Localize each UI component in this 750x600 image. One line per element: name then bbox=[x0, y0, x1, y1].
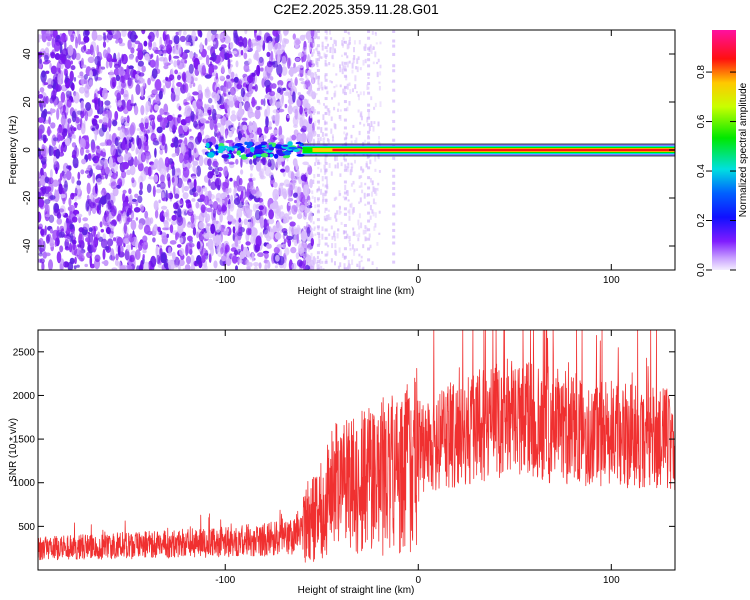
spectrogram-x-tick-label: 0 bbox=[415, 275, 421, 286]
snr-x-tick-label: -100 bbox=[215, 575, 235, 586]
spectrogram-y-ticks: -40 -20 0 20 40 bbox=[22, 48, 675, 253]
colorbar: 0.0 0.2 0.4 0.6 0.8 Normalized spectral ampl… bbox=[696, 30, 749, 277]
snr-y-ticks: 500 1000 1500 2000 2500 bbox=[13, 347, 675, 533]
colorbar-tick-label: 0.6 bbox=[696, 114, 707, 128]
colorbar-label: Normalized spectral amplitude bbox=[738, 82, 749, 217]
figure-title: C2E2.2025.359.11.28.G01 bbox=[273, 1, 439, 17]
snr-x-tick-label: 100 bbox=[603, 575, 620, 586]
snr-panel: -100 0 100 500 1000 1500 2000 2500 Height of s… bbox=[8, 329, 676, 596]
snr-y-tick-label: 1500 bbox=[13, 435, 36, 446]
spectrogram-y-tick-label: -40 bbox=[22, 238, 33, 253]
spectrogram-y-tick-label: 40 bbox=[22, 48, 33, 60]
snr-y-tick-label: 500 bbox=[18, 522, 35, 533]
spectrogram-noise bbox=[38, 30, 396, 270]
spectrogram-x-tick-label: -100 bbox=[215, 275, 235, 286]
spectrogram-y-tick-label: 20 bbox=[22, 96, 33, 108]
colorbar-gradient bbox=[712, 30, 736, 270]
colorbar-tick-label: 0.8 bbox=[696, 65, 707, 79]
snr-x-ticks: -100 0 100 bbox=[215, 330, 620, 586]
snr-x-axis-label: Height of straight line (km) bbox=[298, 585, 415, 596]
spectrogram-x-tick-label: 100 bbox=[603, 275, 620, 286]
spectrogram-x-axis-label: Height of straight line (km) bbox=[298, 286, 415, 297]
snr-y-tick-label: 1000 bbox=[13, 478, 36, 489]
spectrogram-y-tick-label: -20 bbox=[22, 190, 33, 205]
snr-y-axis-label: SNR (10 * v/v) bbox=[8, 418, 19, 482]
colorbar-tick-label: 0.4 bbox=[696, 164, 707, 178]
colorbar-ticks: 0.0 0.2 0.4 0.6 0.8 bbox=[696, 65, 736, 277]
colorbar-tick-label: 0.2 bbox=[696, 213, 707, 227]
spectrogram-y-tick-label: 0 bbox=[22, 147, 33, 153]
snr-x-tick-label: 0 bbox=[415, 575, 421, 586]
snr-y-tick-label: 2000 bbox=[13, 391, 36, 402]
spectrogram-x-ticks: -100 0 100 bbox=[215, 30, 620, 286]
snr-frame bbox=[37, 329, 676, 571]
carrier-band-red bbox=[332, 148, 675, 152]
snr-y-tick-label: 2500 bbox=[13, 347, 36, 358]
spectrogram-carrier bbox=[204, 141, 675, 160]
spectrogram-y-axis-label: Frequency (Hz) bbox=[8, 116, 19, 185]
snr-series-line bbox=[38, 330, 675, 563]
colorbar-tick-label: 0.0 bbox=[696, 263, 707, 277]
spectrogram-panel: -100 0 100 -40 -20 0 20 40 Height of straight … bbox=[8, 29, 676, 297]
